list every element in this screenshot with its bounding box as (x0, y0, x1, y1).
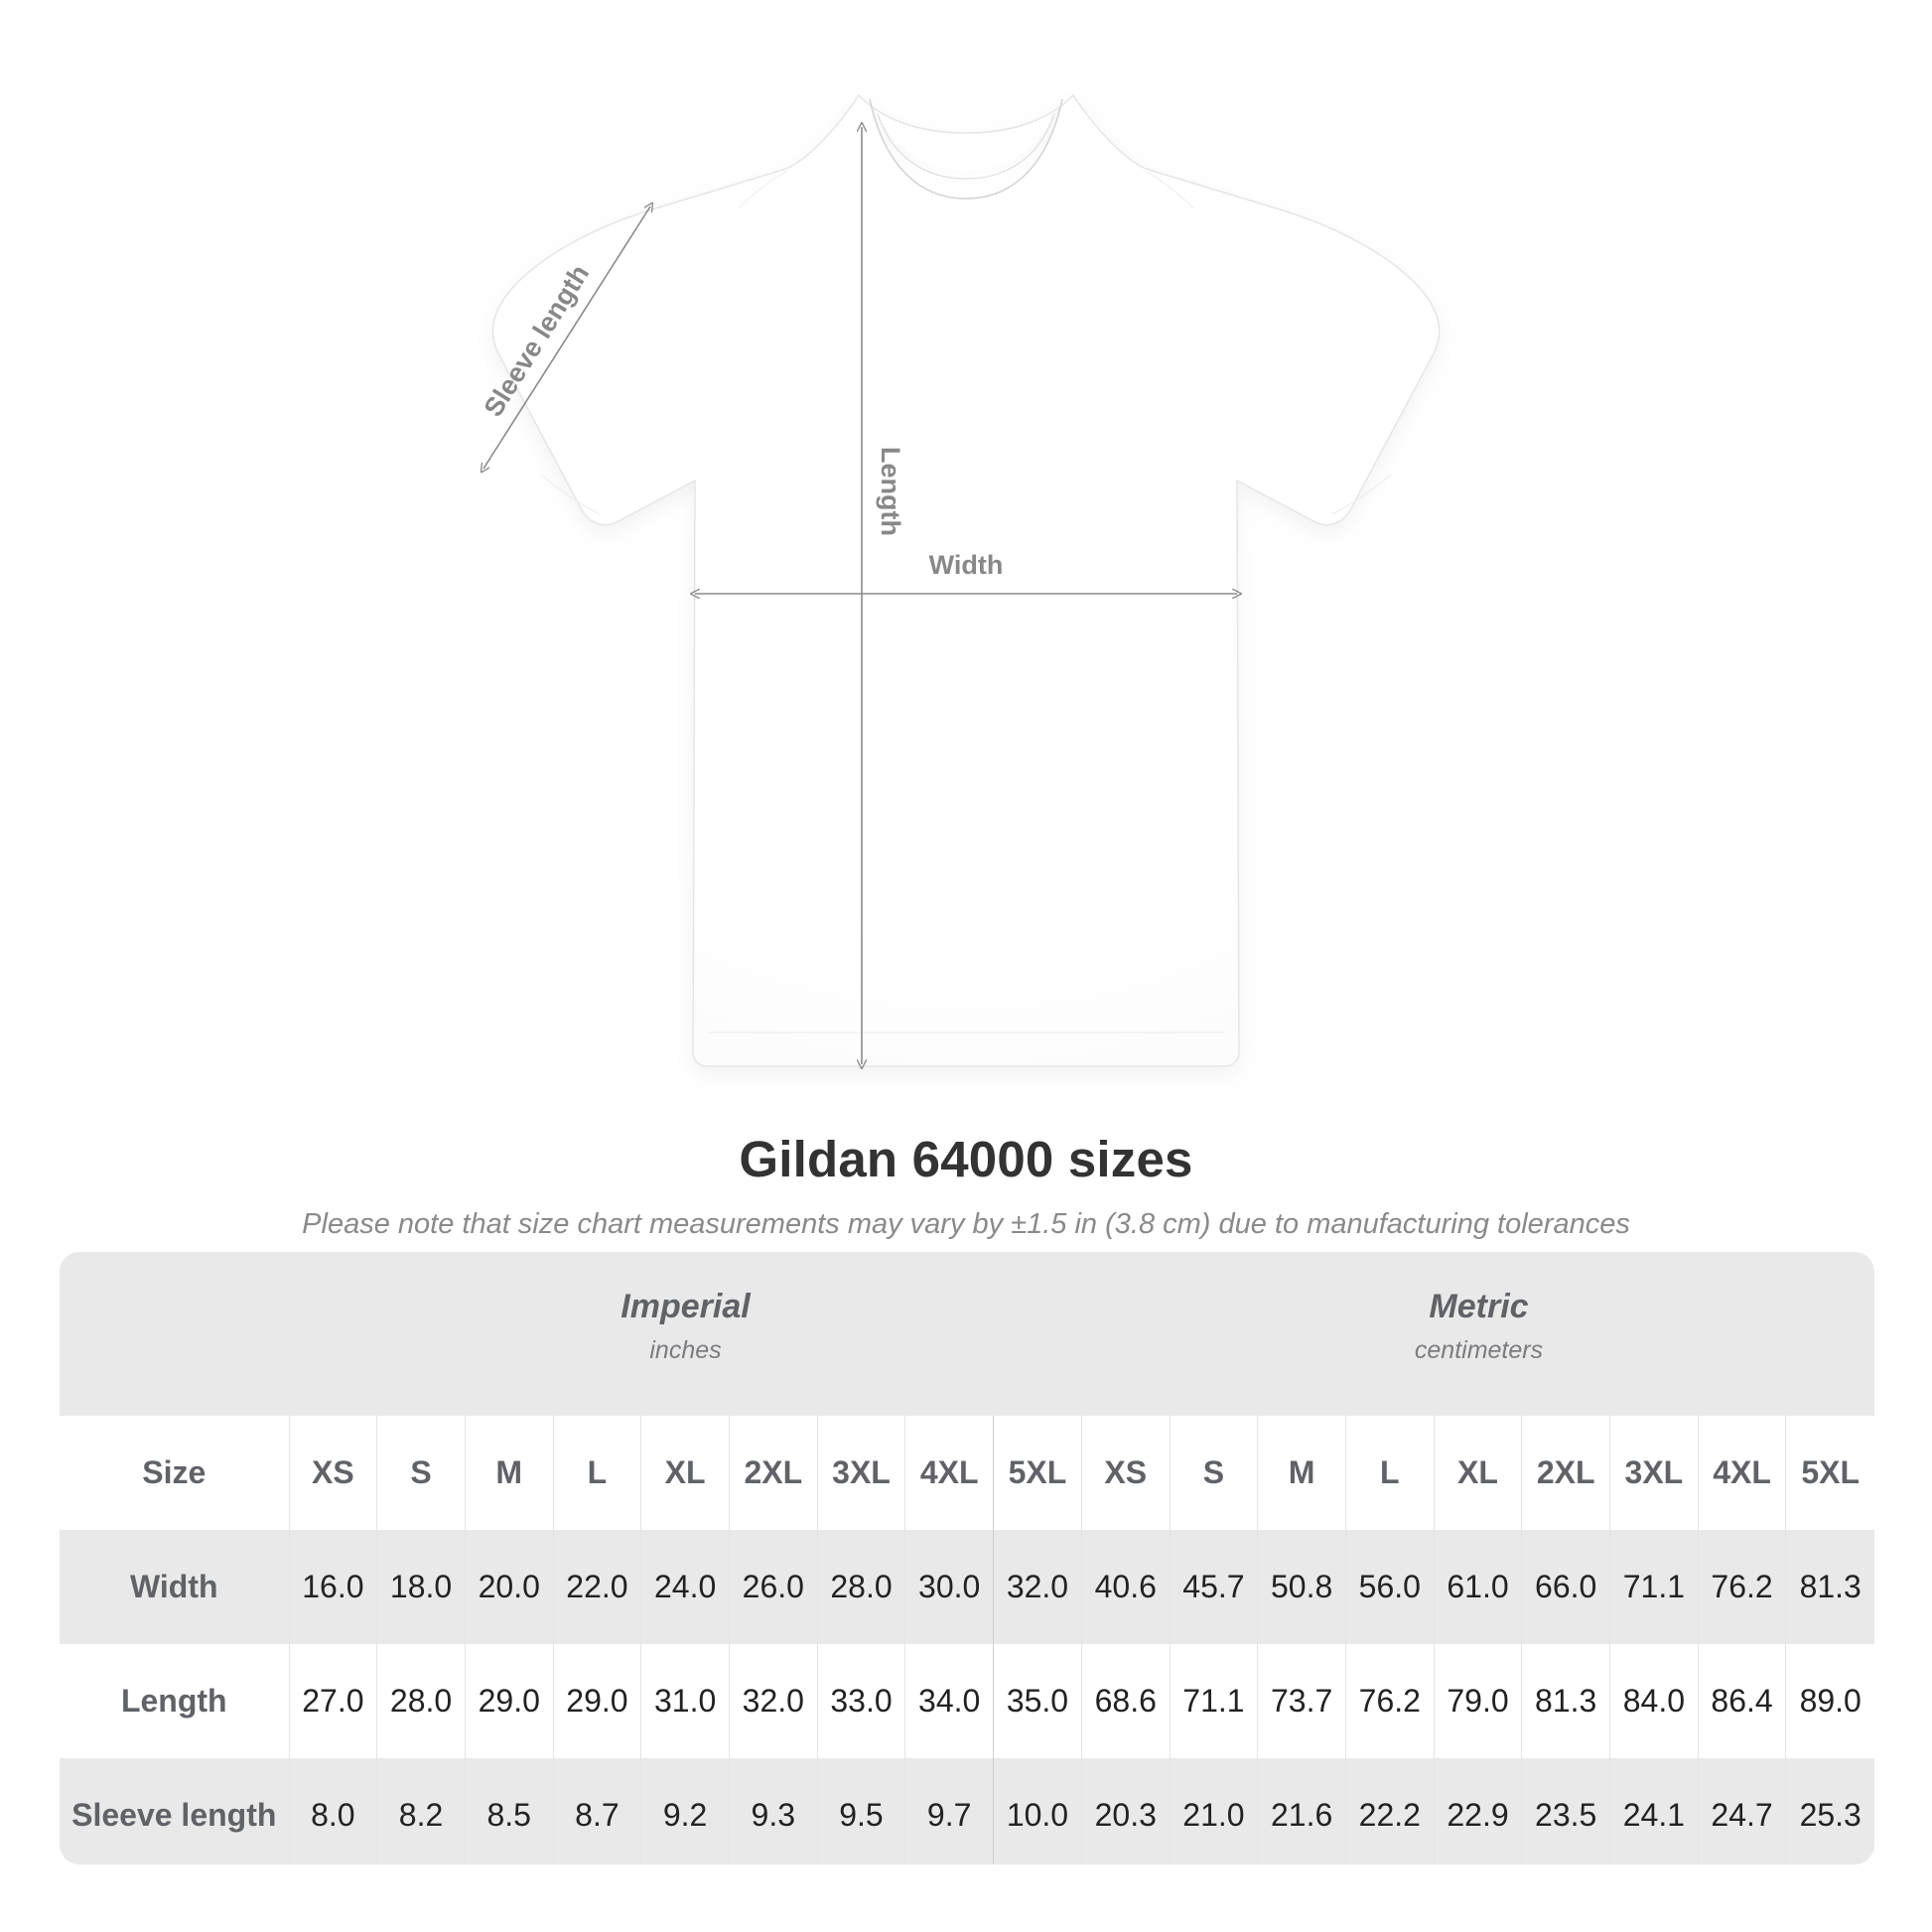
svg-text:Length: Length (876, 447, 905, 536)
svg-text:Width: Width (929, 550, 1004, 580)
